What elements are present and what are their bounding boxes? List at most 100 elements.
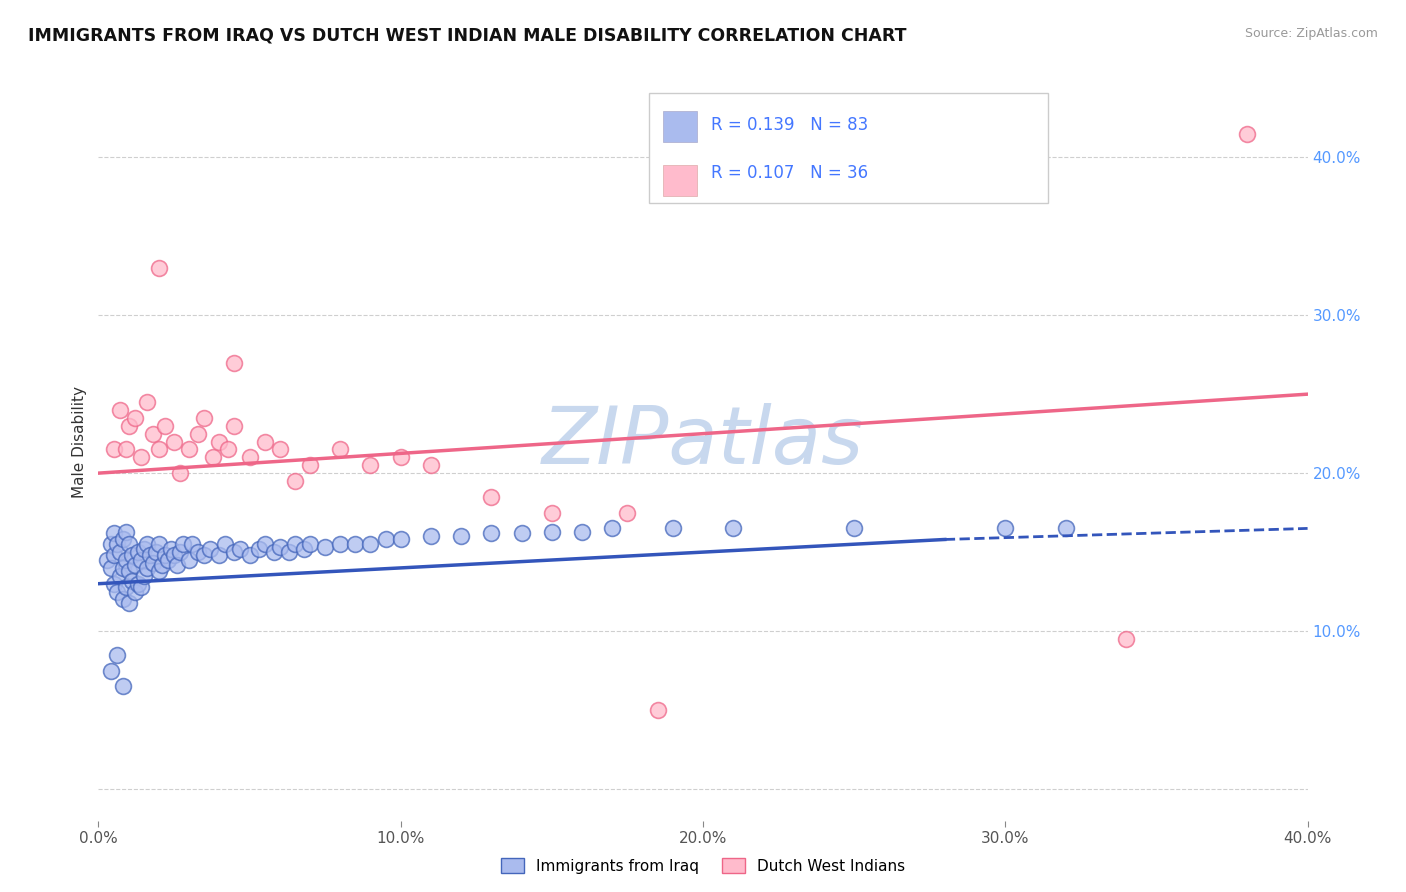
Point (994, 521, 1017, 535)
Point (616, 506, 638, 520)
Point (602, 521, 624, 535)
Point (661, 521, 683, 535)
Point (135, 395, 157, 409)
Point (224, 355, 246, 369)
Y-axis label: Male Disability: Male Disability (72, 385, 87, 498)
Point (314, 541, 336, 555)
Point (160, 541, 183, 556)
Point (132, 569, 155, 583)
Point (208, 548, 231, 563)
Point (105, 648, 128, 662)
Point (181, 537, 204, 551)
Text: R = 0.107   N = 36: R = 0.107 N = 36 (711, 164, 869, 182)
Point (844, 521, 866, 535)
Point (510, 526, 533, 541)
Point (247, 541, 270, 556)
Point (229, 541, 252, 556)
Point (103, 442, 125, 457)
Point (124, 584, 146, 599)
Point (108, 545, 131, 559)
Point (389, 450, 412, 465)
Point (150, 558, 173, 572)
Point (239, 548, 262, 563)
Point (111, 533, 134, 547)
Point (344, 537, 367, 551)
Point (135, 561, 157, 575)
Point (420, 458, 443, 473)
Text: Source: ZipAtlas.com: Source: ZipAtlas.com (1244, 27, 1378, 40)
Text: R = 0.139   N = 83: R = 0.139 N = 83 (711, 116, 869, 134)
Point (193, 410, 215, 425)
Point (132, 541, 155, 556)
Point (647, 703, 669, 717)
Point (105, 537, 128, 551)
Point (129, 553, 152, 567)
Point (121, 548, 143, 563)
Point (127, 545, 149, 559)
Point (360, 537, 382, 551)
Point (111, 592, 134, 607)
Point (299, 458, 322, 473)
Point (148, 564, 170, 578)
Point (214, 537, 236, 551)
Point (389, 533, 412, 547)
Point (284, 537, 307, 551)
Point (142, 426, 165, 441)
Point (96, 553, 118, 567)
Point (148, 442, 170, 457)
Point (284, 474, 307, 488)
Point (224, 418, 246, 433)
Point (208, 434, 231, 449)
Point (540, 506, 562, 520)
Point (121, 574, 143, 588)
Point (108, 569, 131, 583)
FancyBboxPatch shape (648, 93, 1047, 202)
Point (163, 548, 186, 563)
Point (127, 576, 149, 591)
Point (148, 537, 170, 551)
Point (114, 524, 136, 539)
Point (118, 537, 141, 551)
Point (114, 553, 136, 567)
Point (263, 545, 285, 559)
Point (299, 537, 322, 551)
Point (179, 442, 201, 457)
Point (124, 558, 146, 572)
Point (145, 545, 167, 559)
Point (111, 679, 134, 693)
Legend: Immigrants from Iraq, Dutch West Indians: Immigrants from Iraq, Dutch West Indians (495, 852, 911, 880)
Point (187, 545, 209, 559)
Point (253, 537, 276, 551)
Point (187, 426, 209, 441)
Point (166, 558, 188, 572)
Point (163, 434, 186, 449)
Point (118, 596, 141, 610)
Point (129, 450, 152, 465)
Point (481, 490, 503, 504)
Point (124, 410, 146, 425)
Point (108, 403, 131, 417)
Point (153, 548, 176, 563)
Point (329, 537, 352, 551)
Point (105, 584, 128, 599)
Point (135, 537, 157, 551)
Point (103, 526, 125, 541)
Point (114, 580, 136, 594)
Point (292, 541, 315, 556)
Point (148, 260, 170, 275)
Point (100, 664, 122, 678)
Point (139, 548, 162, 563)
Text: IMMIGRANTS FROM IRAQ VS DUTCH WEST INDIAN MALE DISABILITY CORRELATION CHART: IMMIGRANTS FROM IRAQ VS DUTCH WEST INDIA… (28, 27, 907, 45)
Point (129, 580, 152, 594)
Point (169, 466, 191, 480)
Point (360, 458, 382, 473)
Point (450, 529, 472, 543)
Point (253, 434, 276, 449)
Point (118, 418, 141, 433)
Point (723, 521, 745, 535)
Point (329, 442, 352, 457)
Point (118, 564, 141, 578)
Text: ZIPatlas: ZIPatlas (541, 402, 865, 481)
Point (224, 545, 246, 559)
Point (103, 576, 125, 591)
